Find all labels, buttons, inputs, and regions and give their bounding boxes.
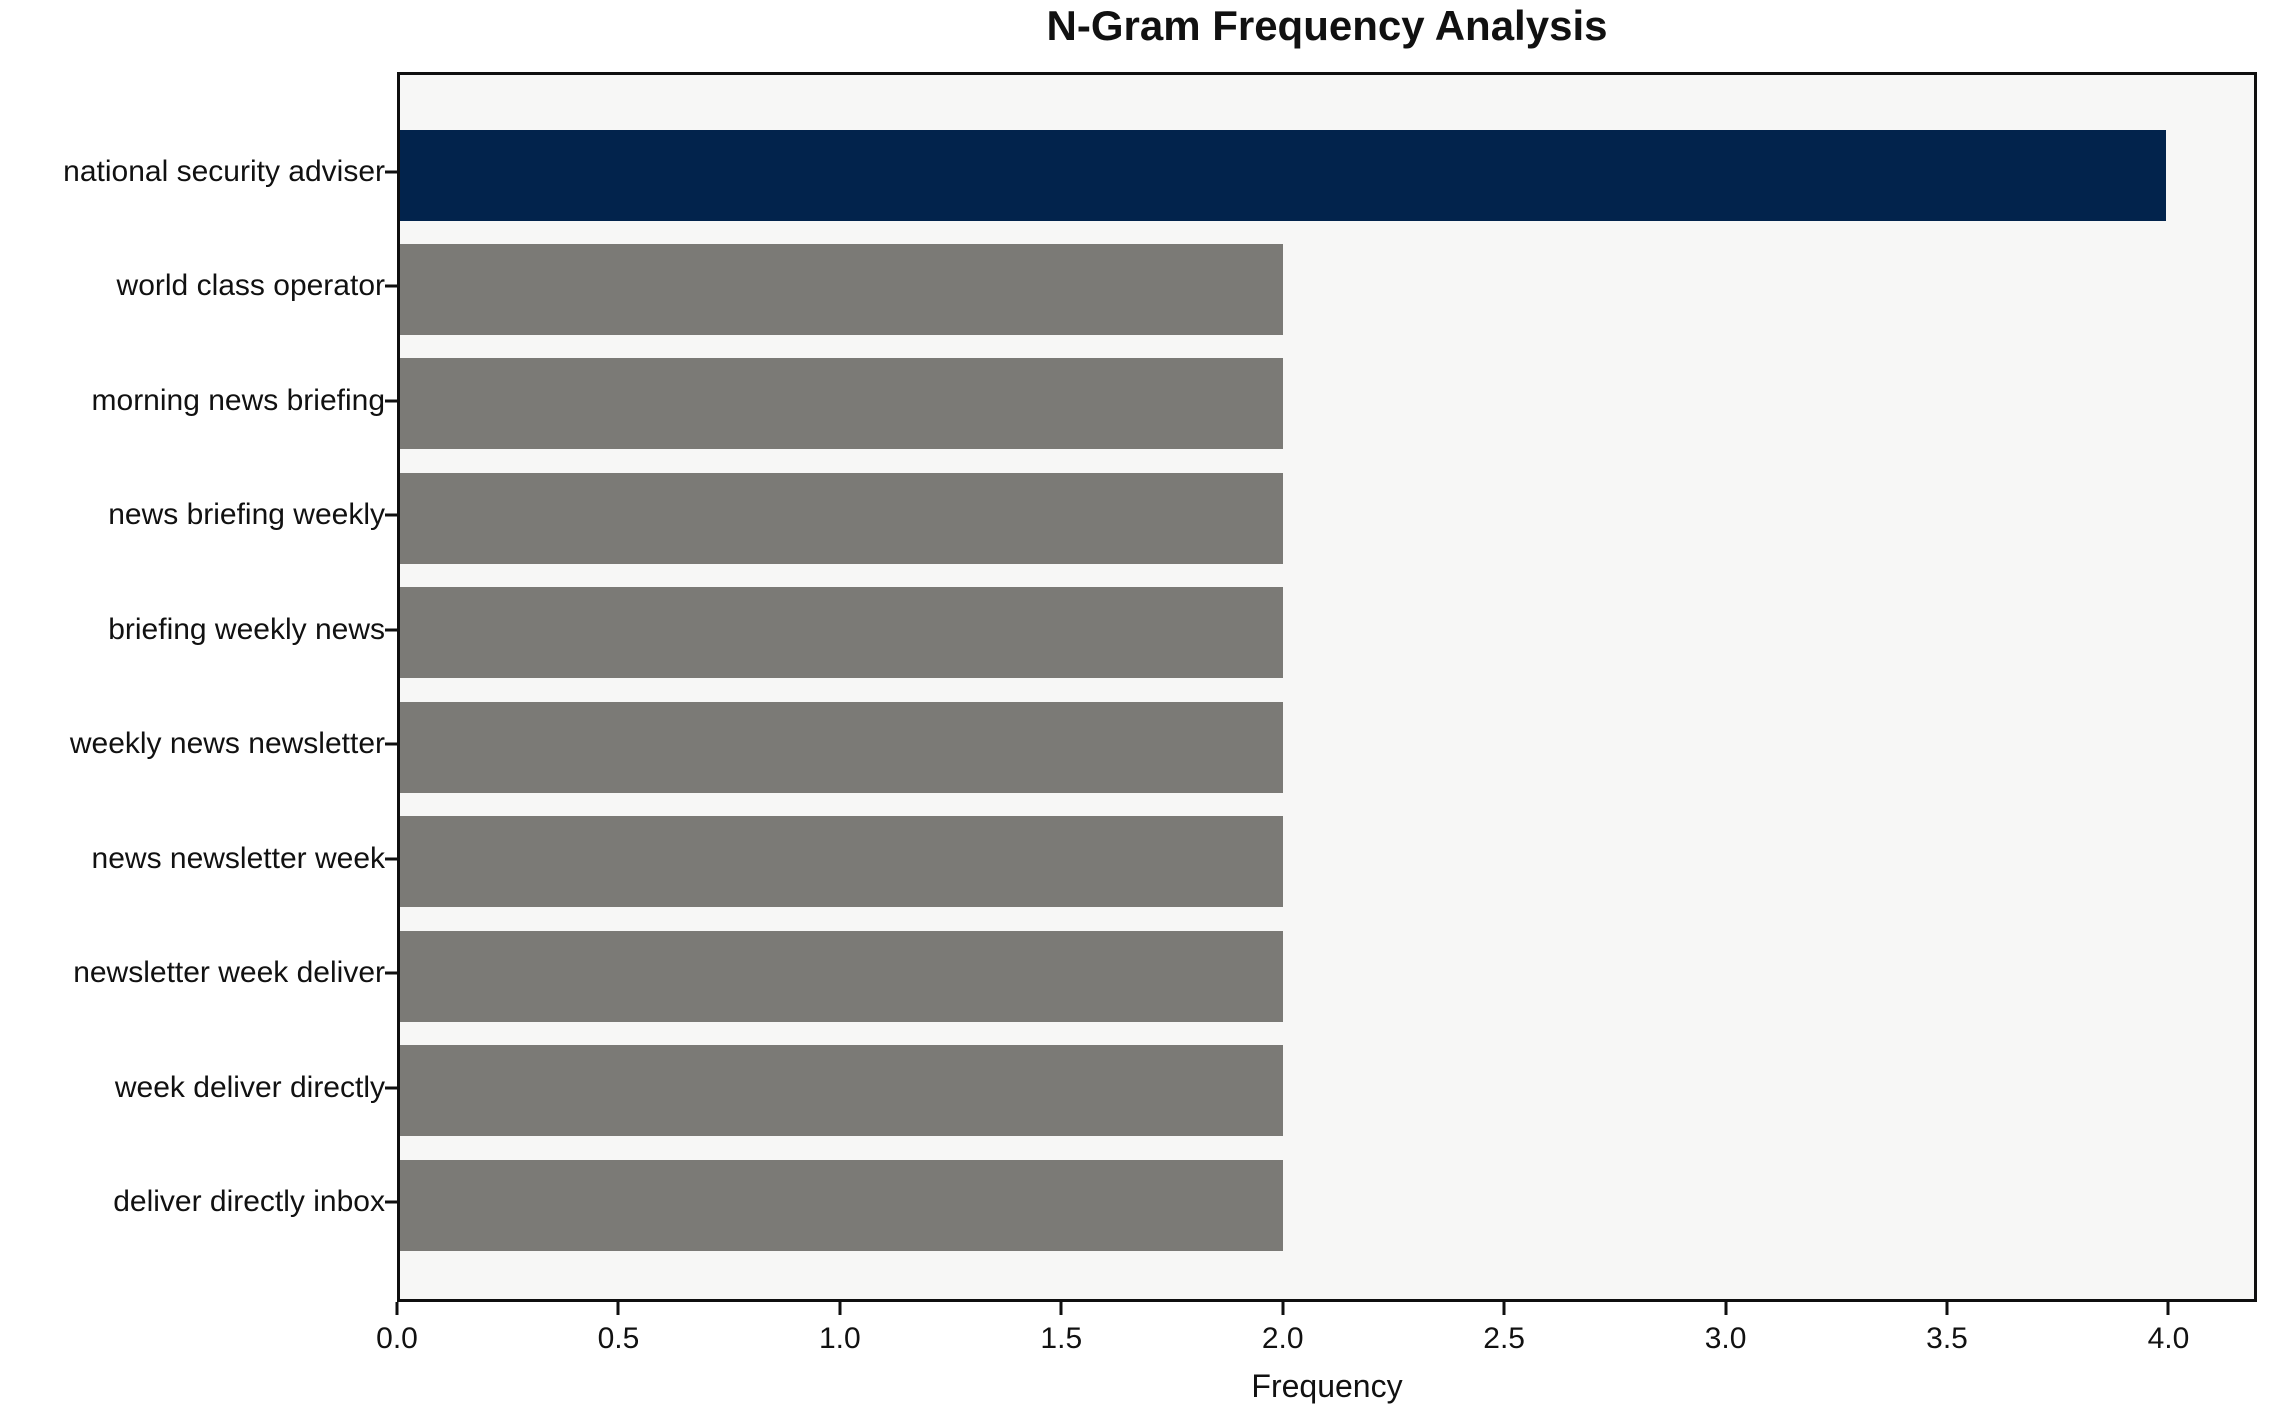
x-tick-mark xyxy=(1502,1302,1506,1315)
bar xyxy=(400,587,1283,679)
bar xyxy=(400,1159,1283,1251)
y-tick-mark xyxy=(385,170,397,174)
y-tick-mark xyxy=(385,399,397,403)
x-tick-label: 1.0 xyxy=(818,1322,861,1355)
bar xyxy=(400,472,1283,564)
y-tick-mark xyxy=(385,1086,397,1090)
plot-area xyxy=(397,72,2257,1302)
x-tick-mark xyxy=(395,1302,399,1315)
x-tick-label: 0.0 xyxy=(376,1322,418,1355)
y-tick-label: briefing weekly news xyxy=(108,612,385,646)
y-tick-label: news newsletter week xyxy=(91,841,385,875)
y-tick-label: weekly news newsletter xyxy=(69,727,385,761)
y-tick-mark xyxy=(385,628,397,632)
y-tick-mark xyxy=(385,513,397,517)
y-tick-mark xyxy=(385,1200,397,1204)
bar xyxy=(400,129,2166,221)
bar xyxy=(400,358,1283,450)
y-tick-label: week deliver directly xyxy=(114,1070,385,1104)
chart-title: N-Gram Frequency Analysis xyxy=(1046,2,1608,49)
y-tick-mark xyxy=(385,971,397,975)
y-tick-label: newsletter week deliver xyxy=(73,956,385,990)
x-tick-mark xyxy=(1059,1302,1063,1315)
bar xyxy=(400,243,1283,335)
x-axis-label: Frequency xyxy=(1251,1368,1403,1404)
y-tick-label: national security adviser xyxy=(63,155,385,188)
bar xyxy=(400,701,1283,793)
y-tick-label: news briefing weekly xyxy=(108,498,385,532)
y-tick-mark xyxy=(385,742,397,746)
x-tick-label: 3.5 xyxy=(1926,1322,1968,1355)
bar xyxy=(400,816,1283,908)
x-tick-mark xyxy=(616,1302,620,1315)
y-tick-mark xyxy=(385,284,397,288)
x-tick-mark xyxy=(1724,1302,1728,1315)
x-tick-mark xyxy=(1281,1302,1285,1315)
y-tick-mark xyxy=(385,857,397,861)
bar xyxy=(400,1045,1283,1137)
x-tick-label: 3.0 xyxy=(1704,1322,1747,1355)
y-tick-label: world class operator xyxy=(116,269,385,303)
x-tick-label: 4.0 xyxy=(2147,1322,2190,1355)
x-tick-label: 2.0 xyxy=(1261,1322,1304,1355)
y-tick-label: deliver directly inbox xyxy=(113,1185,385,1218)
x-tick-mark xyxy=(838,1302,842,1315)
x-tick-label: 0.5 xyxy=(597,1322,640,1355)
x-tick-mark xyxy=(1945,1302,1949,1315)
bar xyxy=(400,930,1283,1022)
x-tick-label: 1.5 xyxy=(1040,1322,1083,1355)
y-tick-label: morning news briefing xyxy=(91,383,385,417)
x-tick-label: 2.5 xyxy=(1483,1322,1525,1355)
x-tick-mark xyxy=(2166,1302,2170,1315)
